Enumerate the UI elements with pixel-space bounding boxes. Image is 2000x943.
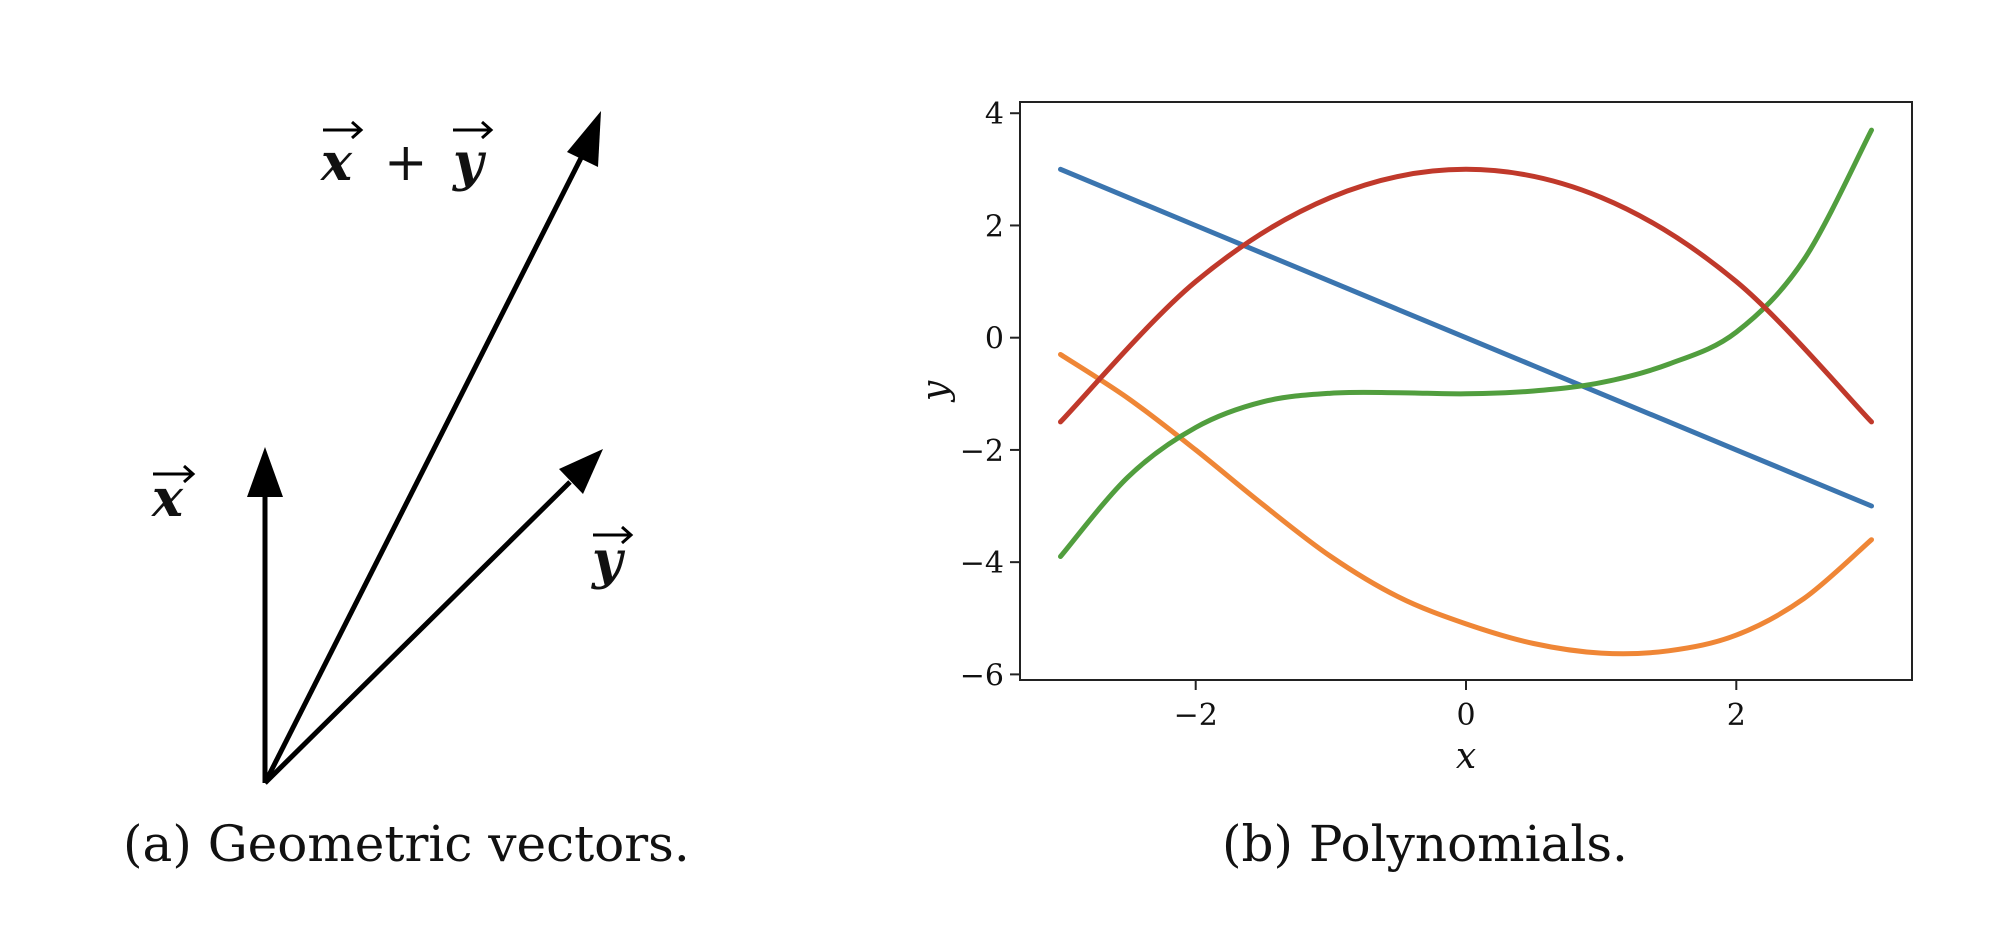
- x-plus-y-label-arrow-y-tip: [481, 120, 494, 140]
- y-tick-label: −2: [960, 434, 1004, 469]
- y-tick-label: 0: [985, 322, 1004, 357]
- y-tick-label: 2: [985, 209, 1004, 244]
- vector-y-label: y: [591, 525, 634, 591]
- geometric-vectors-diagram: x y x + y: [151, 111, 634, 785]
- y-axis-ticks: −6 −4 −2 0 2 4: [960, 97, 1020, 693]
- x-tick-label: 0: [1456, 698, 1475, 733]
- x-tick-label: −2: [1174, 698, 1218, 733]
- caption-polynomials: (b) Polynomials.: [1222, 815, 1628, 873]
- vector-x-arrowhead: [247, 447, 283, 497]
- vector-x-label-arrow-tip: [183, 464, 196, 484]
- series-group: [1058, 127, 1874, 657]
- y-tick-label: −4: [960, 546, 1004, 581]
- vector-x-label: x: [151, 464, 196, 529]
- x-plus-y-label-y-text: y: [452, 132, 487, 193]
- plot-area-frame: [1019, 101, 1913, 681]
- polynomials-chart: −2 0 2 −6 −4 −2 0 2 4 x y: [915, 97, 1913, 777]
- vector-y-label-text: y: [591, 530, 626, 591]
- series-line-3: [1058, 352, 1874, 657]
- x-tick-label: 2: [1727, 698, 1746, 733]
- vector-x-plus-y-arrow: [262, 154, 585, 785]
- caption-geometric-vectors: (a) Geometric vectors.: [123, 815, 690, 873]
- x-axis-label: x: [1456, 736, 1476, 777]
- y-axis-label: y: [915, 380, 956, 403]
- vector-y-arrowhead: [559, 449, 603, 494]
- vector-y-label-arrow-tip: [621, 525, 634, 545]
- vector-y-arrow: [263, 480, 572, 785]
- y-tick-label: 4: [985, 97, 1004, 132]
- x-plus-y-label-x-text: x: [320, 132, 353, 193]
- y-tick-label: −6: [960, 658, 1004, 693]
- x-plus-y-label-plus: +: [384, 133, 428, 193]
- series-line-1: [1058, 166, 1874, 425]
- vector-x-plus-y-label: x + y: [320, 120, 494, 193]
- series-line-2: [1058, 127, 1874, 559]
- series-line-0: [1058, 166, 1874, 509]
- x-axis-ticks: −2 0 2: [1174, 680, 1746, 733]
- vector-x-plus-y-arrowhead: [567, 111, 601, 167]
- vector-x-label-text: x: [151, 468, 184, 529]
- x-plus-y-label-arrow-x-tip: [351, 120, 364, 140]
